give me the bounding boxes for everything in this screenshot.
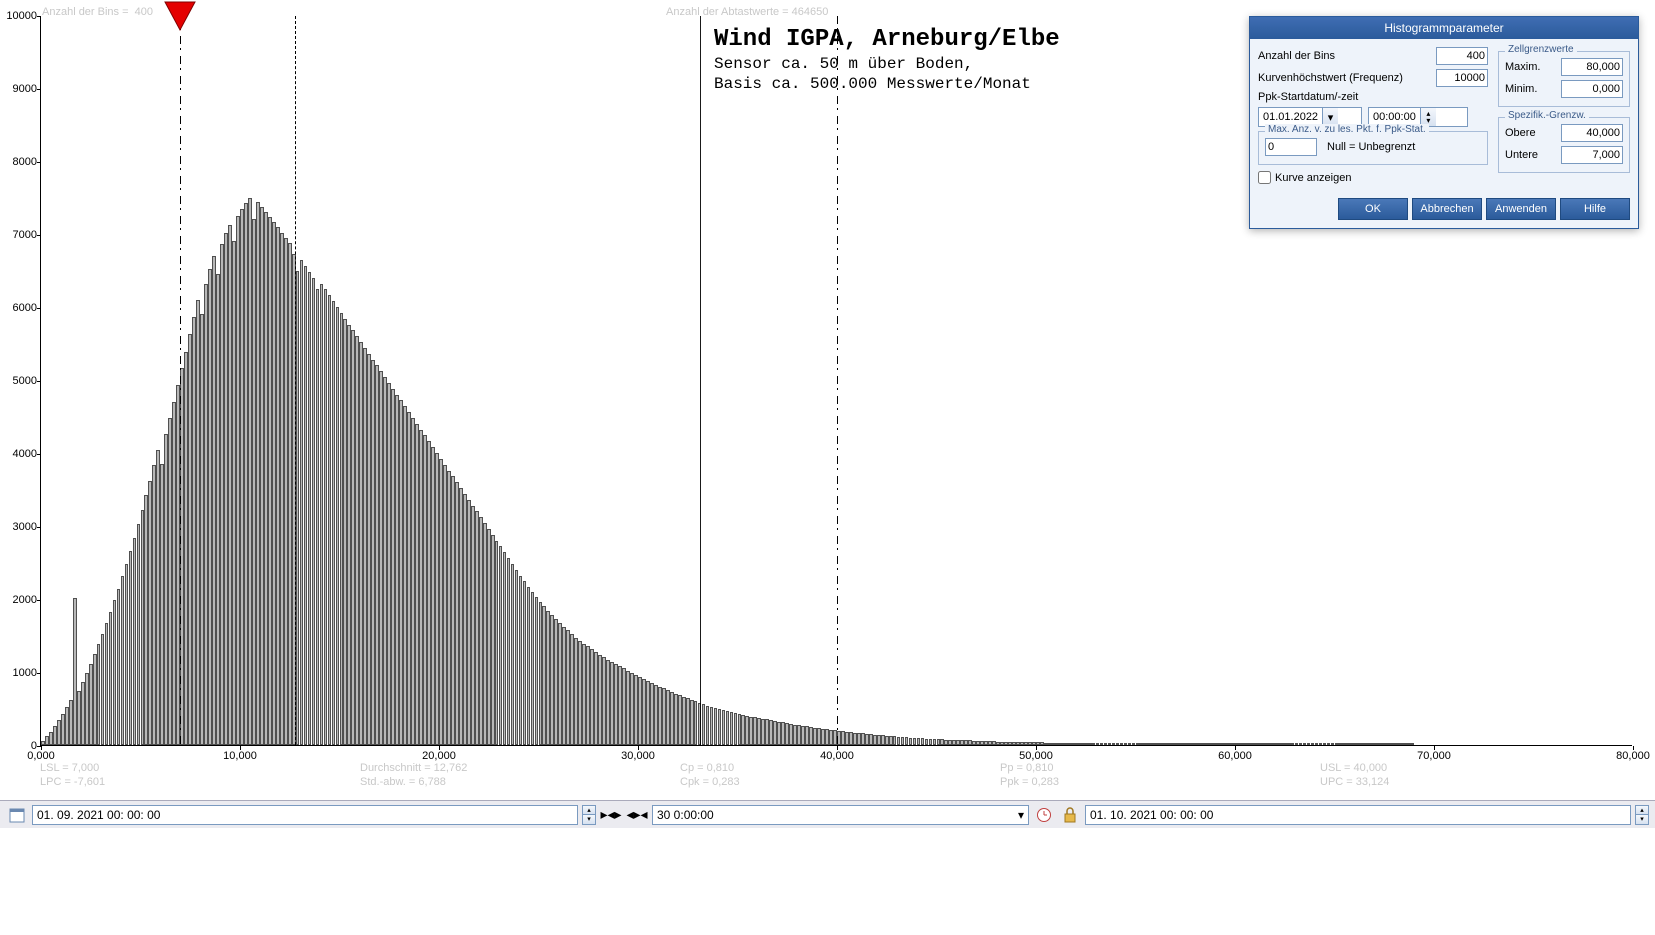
spec-upper-input[interactable] bbox=[1561, 124, 1623, 142]
stat-usl: USL = 40,000 bbox=[1320, 762, 1387, 774]
stat-lpc: LPC = -7,601 bbox=[40, 776, 105, 788]
x-tick-label: 0,000 bbox=[27, 750, 55, 762]
y-tick-label: 1000 bbox=[1, 667, 37, 679]
reference-line bbox=[180, 16, 181, 745]
x-tick-label: 70,000 bbox=[1417, 750, 1451, 762]
show-curve-label: Kurve anzeigen bbox=[1275, 172, 1351, 184]
stats-row: LSL = 7,000 LPC = -7,601 Durchschnitt = … bbox=[40, 762, 1631, 792]
ppk-date-label: Ppk-Startdatum/-zeit bbox=[1258, 91, 1488, 103]
y-tick-label: 7000 bbox=[1, 229, 37, 241]
cell-min-input[interactable] bbox=[1561, 80, 1623, 98]
dialog-title: Histogrammparameter bbox=[1250, 17, 1638, 39]
max-points-legend: Max. Anz. v. zu les. Pkt. f. Ppk-Stat. bbox=[1265, 124, 1429, 135]
clock-icon[interactable] bbox=[1033, 804, 1055, 826]
x-tick-label: 30,000 bbox=[621, 750, 655, 762]
histogram-params-dialog[interactable]: Histogrammparameter Anzahl der Bins Kurv… bbox=[1249, 16, 1639, 229]
help-button[interactable]: Hilfe bbox=[1560, 198, 1630, 220]
max-points-input[interactable] bbox=[1265, 138, 1317, 156]
stat-lsl: LSL = 7,000 bbox=[40, 762, 99, 774]
y-tick-label: 10000 bbox=[1, 10, 37, 22]
stat-cpk: Cpk = 0,283 bbox=[680, 776, 740, 788]
time-nav-bar: 01. 09. 2021 00: 00: 00 ▴▾ ▸◂▸ ◂▸◂ 30 0:… bbox=[0, 800, 1655, 828]
y-tick-label: 2000 bbox=[1, 594, 37, 606]
y-tick-label: 3000 bbox=[1, 521, 37, 533]
end-time-input[interactable]: 01. 10. 2021 00: 00: 00 bbox=[1085, 805, 1631, 825]
cell-limits-fieldset: Zellgrenzwerte Maxim. Minim. bbox=[1498, 51, 1630, 107]
ok-button[interactable]: OK bbox=[1338, 198, 1408, 220]
x-tick-label: 60,000 bbox=[1218, 750, 1252, 762]
chart-title: Wind IGPA, Arneburg/Elbe Sensor ca. 50 m… bbox=[714, 26, 1060, 93]
reference-line bbox=[837, 16, 838, 745]
show-curve-checkbox[interactable] bbox=[1258, 171, 1271, 184]
max-points-fieldset: Max. Anz. v. zu les. Pkt. f. Ppk-Stat. N… bbox=[1258, 131, 1488, 165]
stat-pp: Pp = 0,810 bbox=[1000, 762, 1054, 774]
title-main: Wind IGPA, Arneburg/Elbe bbox=[714, 26, 1060, 53]
title-sub1: Sensor ca. 50 m über Boden, bbox=[714, 55, 1060, 73]
end-spinner[interactable]: ▴▾ bbox=[1635, 805, 1649, 825]
reference-line bbox=[700, 16, 701, 745]
start-time-input[interactable]: 01. 09. 2021 00: 00: 00 bbox=[32, 805, 578, 825]
histogram-bar bbox=[1410, 743, 1414, 745]
stat-cp: Cp = 0,810 bbox=[680, 762, 734, 774]
stat-upc: UPC = 33,124 bbox=[1320, 776, 1389, 788]
max-points-note: Null = Unbegrenzt bbox=[1327, 141, 1415, 153]
lock-icon[interactable] bbox=[1059, 804, 1081, 826]
cell-limits-legend: Zellgrenzwerte bbox=[1505, 44, 1577, 55]
title-sub2: Basis ca. 500.000 Messwerte/Monat bbox=[714, 75, 1060, 93]
cell-max-label: Maxim. bbox=[1505, 61, 1561, 73]
cell-min-label: Minim. bbox=[1505, 83, 1561, 95]
spec-lower-input[interactable] bbox=[1561, 146, 1623, 164]
bins-input[interactable] bbox=[1436, 47, 1488, 65]
cancel-button[interactable]: Abbrechen bbox=[1412, 198, 1482, 220]
spec-limits-legend: Spezifik.-Grenzw. bbox=[1505, 110, 1589, 121]
stat-avg: Durchschnitt = 12,762 bbox=[360, 762, 467, 774]
y-tick-label: 8000 bbox=[1, 156, 37, 168]
duration-combo[interactable]: 30 0:00:00 ▾ bbox=[652, 805, 1029, 825]
shift-right-icon[interactable]: ▸◂▸ bbox=[600, 804, 622, 826]
calendar-icon[interactable] bbox=[6, 804, 28, 826]
stat-std: Std.-abw. = 6,788 bbox=[360, 776, 446, 788]
y-tick-label: 4000 bbox=[1, 448, 37, 460]
start-spinner[interactable]: ▴▾ bbox=[582, 805, 596, 825]
y-tick-label: 9000 bbox=[1, 83, 37, 95]
x-tick-label: 20,000 bbox=[422, 750, 456, 762]
stat-ppk: Ppk = 0,283 bbox=[1000, 776, 1059, 788]
bins-label: Anzahl der Bins bbox=[1258, 50, 1436, 62]
apply-button[interactable]: Anwenden bbox=[1486, 198, 1556, 220]
x-tick-label: 50,000 bbox=[1019, 750, 1053, 762]
spec-upper-label: Obere bbox=[1505, 127, 1561, 139]
x-tick-label: 80,000 bbox=[1616, 750, 1650, 762]
peak-input[interactable] bbox=[1436, 69, 1488, 87]
x-tick-label: 10,000 bbox=[223, 750, 257, 762]
spec-limits-fieldset: Spezifik.-Grenzw. Obere Untere bbox=[1498, 117, 1630, 173]
spec-lower-label: Untere bbox=[1505, 149, 1561, 161]
y-tick-label: 5000 bbox=[1, 375, 37, 387]
lsl-marker-icon bbox=[162, 0, 198, 35]
x-tick-label: 40,000 bbox=[820, 750, 854, 762]
peak-label: Kurvenhöchstwert (Frequenz) bbox=[1258, 72, 1436, 84]
y-tick-label: 6000 bbox=[1, 302, 37, 314]
reference-line bbox=[295, 16, 296, 745]
shift-left-icon[interactable]: ◂▸◂ bbox=[626, 804, 648, 826]
cell-max-input[interactable] bbox=[1561, 58, 1623, 76]
